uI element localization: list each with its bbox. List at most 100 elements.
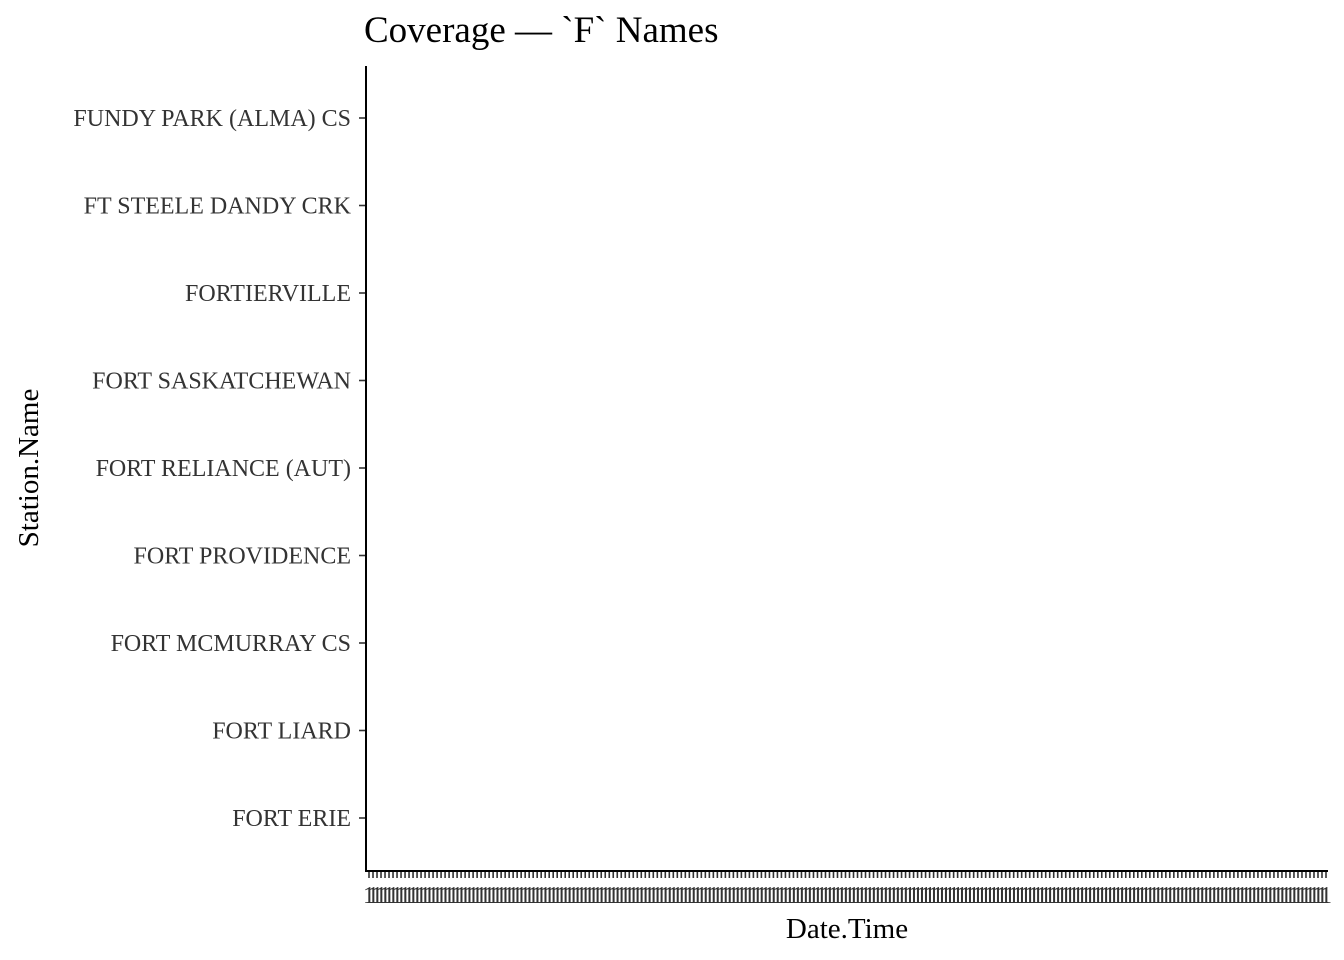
x-tick-label: 1 (363, 883, 375, 909)
x-tick-label: 1 (1236, 883, 1248, 909)
x-tick-label: 1 (723, 883, 735, 909)
x-tick-label: 1 (639, 883, 651, 909)
x-tick-label: 1 (1052, 883, 1064, 909)
x-tick-label: 1 (771, 883, 783, 909)
x-tick-label: 1 (1104, 883, 1116, 909)
x-tick-label: 1 (956, 883, 968, 909)
x-tick-label: 1 (1212, 883, 1224, 909)
x-tick-label: 1 (731, 883, 743, 909)
x-tick-label: 1 (1016, 883, 1028, 909)
x-tick-label: 1 (787, 883, 799, 909)
x-tick-label: 1 (1196, 883, 1208, 909)
x-tick-label: 1 (555, 883, 567, 909)
x-tick-label: 1 (587, 883, 599, 909)
x-tick-label: 1 (627, 883, 639, 909)
x-tick-label: 1 (427, 883, 439, 909)
x-tick-label: 1 (575, 883, 587, 909)
x-tick-label: 1 (663, 883, 675, 909)
x-tick-label: 1 (1244, 883, 1256, 909)
x-tick-label: 1 (932, 883, 944, 909)
x-tick-label: 1 (551, 883, 563, 909)
x-tick-label: 1 (1208, 883, 1220, 909)
x-tick-label: 1 (1036, 883, 1048, 909)
x-tick-label: 1 (1204, 883, 1216, 909)
x-tick-label: 1 (1176, 883, 1188, 909)
x-tick-label: 1 (379, 883, 391, 909)
x-tick-label: 1 (896, 883, 908, 909)
x-tick-label: 1 (419, 883, 431, 909)
x-tick-label: 1 (1020, 883, 1032, 909)
x-tick-label: 1 (1132, 883, 1144, 909)
x-tick-label: 1 (415, 883, 427, 909)
x-tick-label: 1 (984, 883, 996, 909)
y-tick-label: FORT ERIE (232, 806, 351, 832)
x-tick-label: 1 (515, 883, 527, 909)
x-tick-label: 1 (735, 883, 747, 909)
x-tick-label: 1 (659, 883, 671, 909)
x-tick-label: 1 (880, 883, 892, 909)
x-tick-label: 1 (1292, 883, 1304, 909)
x-tick-label: 1 (948, 883, 960, 909)
x-tick-label: 1 (531, 883, 543, 909)
x-tick-label: 1 (1276, 883, 1288, 909)
x-tick-label: 1 (1168, 883, 1180, 909)
x-tick-label: 1 (695, 883, 707, 909)
x-tick-label: 1 (775, 883, 787, 909)
x-tick-label: 1 (1004, 883, 1016, 909)
x-tick-label: 1 (848, 883, 860, 909)
x-axis-title: Date.Time (786, 913, 908, 945)
x-tick-label: 1 (1064, 883, 1076, 909)
x-tick-label: 1 (988, 883, 1000, 909)
x-tick-label: 1 (844, 883, 856, 909)
y-tick-label: FORTIERVILLE (185, 281, 351, 307)
x-tick-label: 1 (635, 883, 647, 909)
x-tick-label: 1 (1056, 883, 1068, 909)
x-tick-label: 1 (671, 883, 683, 909)
x-tick-label: 1 (1228, 883, 1240, 909)
x-tick-label: 1 (675, 883, 687, 909)
x-tick-label: 1 (527, 883, 539, 909)
x-tick-label: 1 (667, 883, 679, 909)
x-tick-label: 1 (451, 883, 463, 909)
x-tick-label: 1 (960, 883, 972, 909)
x-tick-label: 1 (507, 883, 519, 909)
x-tick-label: 1 (1216, 883, 1228, 909)
x-tick-label: 1 (904, 883, 916, 909)
x-tick-label: 1 (375, 883, 387, 909)
x-tick-label: 1 (1116, 883, 1128, 909)
x-tick-label: 1 (924, 883, 936, 909)
x-tick-label: 1 (807, 883, 819, 909)
x-tick-label: 1 (1136, 883, 1148, 909)
x-tick-label: 1 (631, 883, 643, 909)
x-tick-label: 1 (912, 883, 924, 909)
x-tick-label: 1 (523, 883, 535, 909)
x-tick-label: 1 (539, 883, 551, 909)
x-tick-label: 1 (711, 883, 723, 909)
x-tick-label: 1 (964, 883, 976, 909)
x-tick-label: 1 (651, 883, 663, 909)
x-tick-label: 1 (411, 883, 423, 909)
x-tick-label: 1 (1044, 883, 1056, 909)
x-tick-label: 1 (727, 883, 739, 909)
x-tick-label: 1 (795, 883, 807, 909)
x-tick-label: 1 (1248, 883, 1260, 909)
x-tick-label: 1 (823, 883, 835, 909)
x-tick-label: 1 (876, 883, 888, 909)
x-tick-label: 1 (928, 883, 940, 909)
x-tick-label: 1 (864, 883, 876, 909)
x-tick-label: 1 (679, 883, 691, 909)
x-tick-label: 1 (831, 883, 843, 909)
x-tick-label: 1 (1312, 883, 1324, 909)
x-axis-tick-labels: 1111111111111111111111111111111111111111… (363, 883, 1332, 909)
x-tick-label: 1 (571, 883, 583, 909)
x-tick-label: 1 (1320, 883, 1332, 909)
y-tick-label: FUNDY PARK (ALMA) CS (73, 106, 351, 132)
x-tick-label: 1 (643, 883, 655, 909)
x-tick-label: 1 (860, 883, 872, 909)
x-tick-label: 1 (1252, 883, 1264, 909)
x-tick-label: 1 (852, 883, 864, 909)
x-tick-label: 1 (519, 883, 531, 909)
x-tick-label: 1 (1260, 883, 1272, 909)
y-tick-label: FORT PROVIDENCE (134, 544, 351, 570)
x-tick-label: 1 (1124, 883, 1136, 909)
